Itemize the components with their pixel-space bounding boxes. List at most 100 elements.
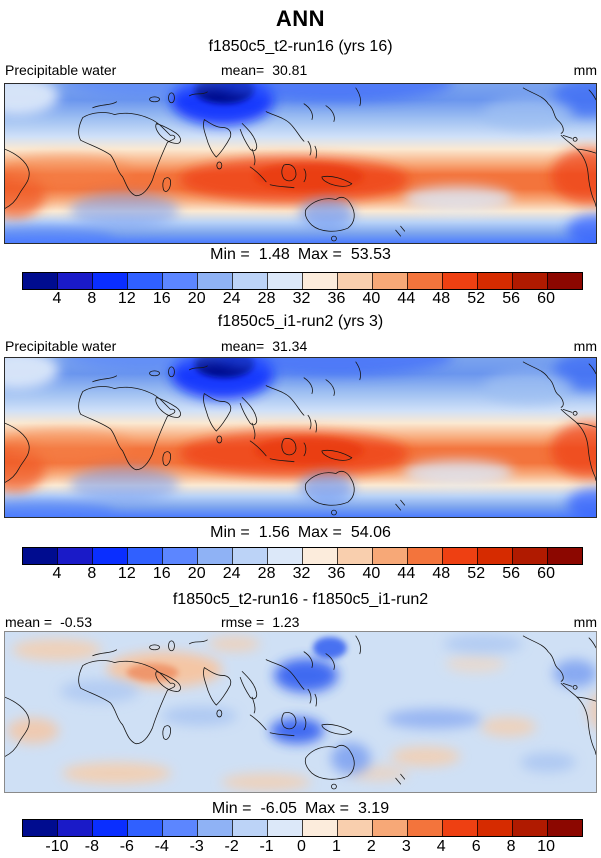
colorbar-segment — [127, 548, 162, 564]
colorbar-tick-label: 4 — [436, 838, 446, 855]
panel2-field-label: Precipitable water — [5, 338, 117, 354]
panel3-min-label: Min = — [211, 800, 252, 817]
panel2-min-label: Min = — [210, 524, 250, 541]
colorbar-segment — [57, 273, 92, 289]
colorbar-segment — [337, 548, 372, 564]
colorbar-segment — [23, 273, 57, 289]
page-title: ANN — [275, 6, 326, 31]
panel1-max-label: Max = — [297, 246, 342, 263]
colorbar-segment — [267, 548, 302, 564]
map-panel-1 — [4, 83, 597, 244]
colorbar-segment — [407, 273, 442, 289]
colorbar-tick-label: 60 — [537, 565, 555, 582]
panel2-mean-value: 31.34 — [272, 338, 308, 354]
colorbar-segment — [407, 820, 442, 836]
colorbar-segment — [337, 820, 372, 836]
panel3-mean: mean = -0.53 — [5, 614, 92, 630]
colorbar-segment — [337, 273, 372, 289]
colorbar-segment — [23, 548, 57, 564]
colorbar-tick-label: 44 — [397, 290, 416, 307]
panel1-colorbar — [22, 272, 583, 290]
colorbar-segment — [57, 548, 92, 564]
colorbar-segment — [372, 820, 407, 836]
colorbar-tick-label: 4 — [52, 290, 62, 307]
precipitable-water-difference-map — [5, 632, 596, 792]
colorbar-segment — [127, 820, 162, 836]
colorbar-segment — [477, 273, 512, 289]
colorbar-tick-label: 2 — [366, 838, 376, 855]
colorbar-segment — [512, 548, 547, 564]
colorbar-segment — [127, 273, 162, 289]
colorbar-segment — [407, 548, 442, 564]
colorbar-segment — [302, 548, 337, 564]
panel3-header: mean = -0.53 rmse = 1.23 mm — [0, 614, 601, 631]
colorbar-tick-label: -1 — [259, 838, 274, 855]
colorbar-tick-label: 56 — [502, 565, 521, 582]
colorbar-segment — [267, 820, 302, 836]
colorbar-tick-label: 24 — [222, 290, 241, 307]
colorbar-tick-label: 20 — [187, 565, 206, 582]
colorbar-tick-label: 16 — [152, 290, 171, 307]
colorbar-segment — [162, 273, 197, 289]
map-panel-3 — [4, 631, 597, 793]
colorbar-tick-label: -2 — [224, 838, 239, 855]
colorbar-segment — [477, 820, 512, 836]
colorbar-tick-label: 40 — [362, 290, 381, 307]
colorbar-segment — [442, 548, 477, 564]
panel2-colorbar-ticks: 4 8 12 16 20 24 28 32 36 40 44 48 52 56 60 — [22, 565, 581, 583]
colorbar-segment — [302, 273, 337, 289]
colorbar-tick-label: 1 — [331, 838, 341, 855]
panel2-mean-label: mean= — [221, 338, 265, 354]
panel1-field-label: Precipitable water — [5, 62, 117, 78]
panel2-mean: mean= 31.34 — [221, 338, 307, 354]
panel3-mean-label: mean = — [5, 614, 53, 630]
panel1-header: Precipitable water mean= 30.81 mm — [0, 62, 601, 79]
colorbar-tick-label: 56 — [502, 290, 521, 307]
colorbar-tick-label: -6 — [119, 838, 134, 855]
colorbar-tick-label: 6 — [471, 838, 481, 855]
colorbar-tick-label: 8 — [506, 838, 516, 855]
colorbar-tick-label: -4 — [154, 838, 169, 855]
map-panel-2 — [4, 357, 597, 518]
colorbar-tick-label: 10 — [537, 838, 555, 855]
panel2-max-label: Max = — [297, 524, 342, 541]
panel3-max-label: Max = — [304, 800, 349, 817]
colorbar-segment — [512, 820, 547, 836]
colorbar-tick-label: 52 — [467, 565, 486, 582]
colorbar-tick-label: 28 — [257, 565, 276, 582]
colorbar-tick-label: 8 — [87, 290, 97, 307]
colorbar-segment — [162, 548, 197, 564]
colorbar-tick-label: 24 — [222, 565, 241, 582]
panel1-minmax: Min = 1.48 Max = 53.53 — [0, 246, 601, 264]
colorbar-tick-label: 4 — [52, 565, 62, 582]
panel2-colorbar — [22, 547, 583, 565]
panel3-rmse-label: rmse = — [221, 614, 265, 630]
panel3-colorbar-ticks: -10 -8 -6 -4 -3 -2 -1 0 1 2 3 4 6 8 10 — [22, 838, 581, 856]
colorbar-tick-label: 60 — [537, 290, 555, 307]
colorbar-tick-label: 48 — [432, 565, 451, 582]
colorbar-segment — [232, 548, 267, 564]
colorbar-segment — [477, 548, 512, 564]
panel1-min-label: Min = — [210, 246, 250, 263]
precipitable-water-map-run16 — [5, 84, 596, 243]
colorbar-tick-label: 20 — [187, 290, 206, 307]
colorbar-segment — [92, 273, 127, 289]
panel1-min-value: 1.48 — [258, 246, 290, 263]
colorbar-tick-label: 44 — [397, 565, 416, 582]
panel1-subtitle: f1850c5_t2-run16 (yrs 16) — [208, 38, 393, 55]
colorbar-segment — [92, 548, 127, 564]
colorbar-segment — [92, 820, 127, 836]
panel2-min-value: 1.56 — [258, 524, 290, 541]
colorbar-segment — [57, 820, 92, 836]
colorbar-tick-label: 32 — [292, 565, 311, 582]
panel2-subtitle: f1850c5_i1-run2 (yrs 3) — [217, 313, 384, 330]
colorbar-tick-label: 32 — [292, 290, 311, 307]
colorbar-tick-label: 52 — [467, 290, 486, 307]
colorbar-segment — [267, 273, 302, 289]
colorbar-tick-label: 12 — [117, 565, 136, 582]
panel2-header: Precipitable water mean= 31.34 mm — [0, 338, 601, 355]
colorbar-segment — [442, 273, 477, 289]
panel1-max-value: 53.53 — [350, 246, 391, 263]
panel3-rmse: rmse = 1.23 — [221, 614, 299, 630]
